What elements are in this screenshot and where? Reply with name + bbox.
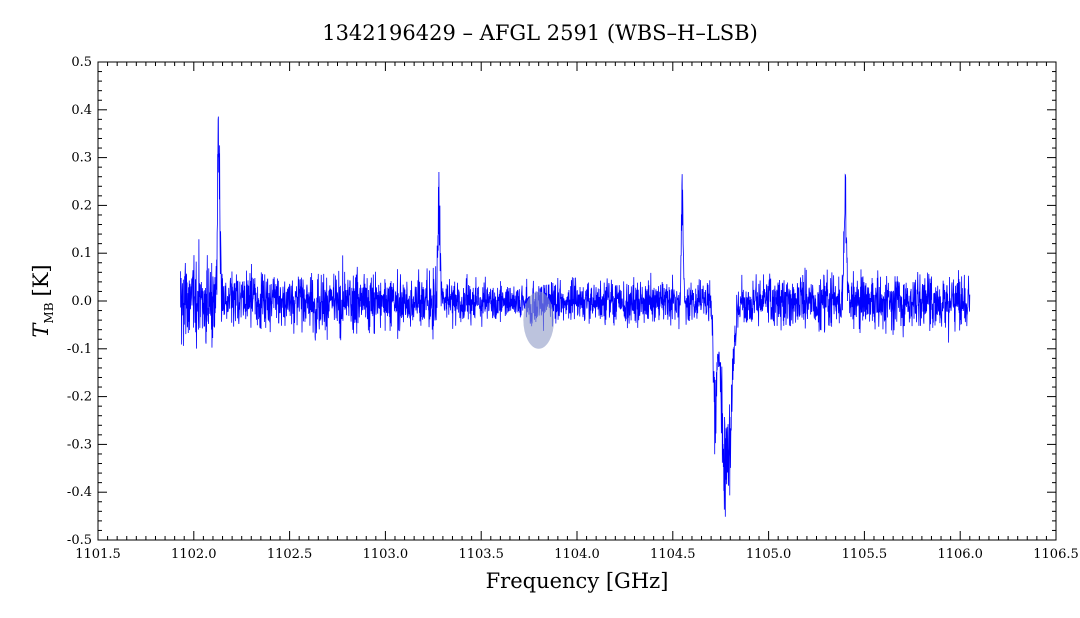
x-axis-title: Frequency [GHz]: [486, 569, 669, 593]
svg-text:TMB[K]: TMB [K]: [29, 264, 56, 337]
y-tick-label: 0.0: [71, 294, 92, 309]
x-tick-label: 1101.5: [75, 547, 121, 562]
x-tick-label: 1103.5: [458, 547, 504, 562]
y-tick-label: 0.5: [71, 55, 92, 70]
y-tick-label: 0.4: [71, 103, 92, 118]
highlight-marker: [523, 291, 555, 349]
y-tick-label: 0.2: [71, 198, 92, 213]
highlight-ellipse: [523, 291, 555, 349]
y-axis-title-unit: [K]: [29, 264, 53, 296]
y-tick-labels: -0.5 -0.4 -0.3 -0.2 -0.1 0.0 0.1 0.2 0.3 0.4 0.5: [67, 55, 92, 548]
x-tick-label: 1105.5: [842, 547, 888, 562]
x-tick-label: 1103.0: [363, 547, 409, 562]
y-axis-title: TMB [K]: [29, 264, 56, 337]
x-tick-label: 1105.0: [746, 547, 792, 562]
spectrum-series: [179, 116, 971, 517]
y-tick-label: -0.1: [67, 342, 92, 357]
y-tick-label: -0.2: [67, 390, 92, 405]
y-tick-label: 0.3: [71, 151, 92, 166]
y-tick-label: -0.4: [67, 485, 92, 500]
x-tick-label: 1106.0: [937, 547, 983, 562]
x-tick-label: 1102.5: [267, 547, 313, 562]
x-tick-label: 1104.0: [554, 547, 600, 562]
x-tick-label: 1104.5: [650, 547, 696, 562]
x-tick-labels: 1101.5 1102.0 1102.5 1103.0 1103.5 1104.0 1104…: [75, 547, 1079, 562]
x-tick-label: 1102.0: [171, 547, 217, 562]
y-axis-title-subscript: MB: [42, 302, 56, 323]
chart-title: 1342196429 – AFGL 2591 (WBS–H–LSB): [322, 21, 758, 45]
x-tick-label: 1106.5: [1033, 547, 1079, 562]
spectrum-line: [179, 116, 971, 517]
y-tick-label: 0.1: [71, 246, 92, 261]
y-axis-title-symbol: T: [29, 322, 53, 338]
y-tick-label: -0.3: [67, 437, 92, 452]
y-tick-label: -0.5: [67, 533, 92, 548]
axis-ticks: [97, 61, 1057, 541]
